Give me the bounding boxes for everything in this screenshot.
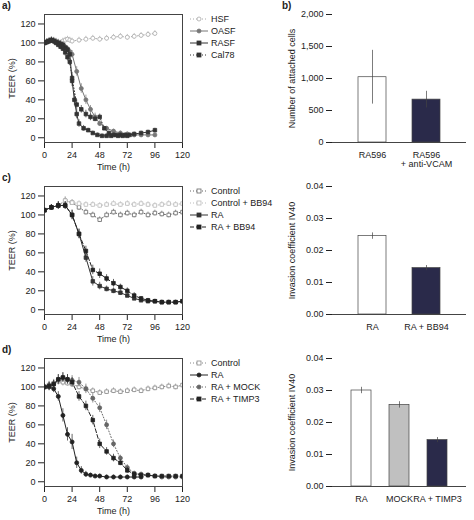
svg-text:RA + BB94: RA + BB94 [404,322,448,332]
svg-text:0: 0 [42,494,47,504]
svg-text:96: 96 [150,150,160,160]
svg-text:24: 24 [67,150,77,160]
svg-text:0: 0 [30,305,35,315]
svg-text:TEER (%): TEER (%) [7,230,17,271]
svg-text:80: 80 [25,229,35,239]
svg-text:48: 48 [95,150,105,160]
html-text:c): c) [2,172,11,183]
svg-text:20: 20 [25,286,35,296]
svg-text:100: 100 [20,38,35,48]
svg-text:120: 120 [20,191,35,201]
svg-text:MOCK: MOCK [386,494,413,504]
svg-text:RA: RA [366,322,379,332]
svg-text:0.02: 0.02 [306,245,324,255]
svg-text:Time (h): Time (h) [97,334,130,344]
svg-text:100: 100 [20,382,35,392]
svg-text:72: 72 [122,494,132,504]
svg-text:500: 500 [308,105,323,115]
html-text:HSF: HSF [211,14,229,24]
svg-text:0.03: 0.03 [306,385,324,395]
svg-text:60: 60 [25,248,35,258]
svg-text:24: 24 [67,494,77,504]
svg-text:48: 48 [95,322,105,332]
html-text:a): a) [2,0,11,11]
html-text:RA + TIMP3: RA + TIMP3 [211,394,260,404]
html-text:RA: RA [211,370,224,380]
svg-text:120: 120 [20,363,35,373]
svg-text:0.03: 0.03 [306,213,324,223]
html-text:d): d) [2,344,12,355]
svg-text:0.04: 0.04 [306,181,324,191]
svg-text:1,000: 1,000 [301,73,324,83]
svg-text:2,000: 2,000 [301,9,324,19]
svg-text:RA + TIMP3: RA + TIMP3 [413,494,462,504]
html-text:OASF: OASF [211,26,236,36]
svg-text:0.00: 0.00 [306,481,324,491]
svg-text:0.02: 0.02 [306,417,324,427]
svg-text:48: 48 [95,494,105,504]
svg-text:RA596+ anti-VCAM: RA596+ anti-VCAM [401,150,452,169]
html-text:Control + BB94: Control + BB94 [211,198,273,208]
html-text:RASF: RASF [211,38,235,48]
html-text:b): b) [282,0,292,11]
svg-text:RA596: RA596 [359,150,387,160]
svg-text:Invasion coefficient IV40: Invasion coefficient IV40 [287,202,297,299]
svg-text:72: 72 [122,322,132,332]
svg-text:120: 120 [175,494,190,504]
svg-text:20: 20 [25,114,35,124]
html-text:RA + BB94: RA + BB94 [211,222,256,232]
svg-text:RA: RA [355,494,368,504]
svg-text:100: 100 [20,210,35,220]
svg-text:120: 120 [175,322,190,332]
svg-text:0: 0 [42,150,47,160]
svg-text:0.00: 0.00 [306,309,324,319]
svg-text:0: 0 [42,322,47,332]
html-text:Control: Control [211,186,240,196]
svg-text:Invasion coefficient IV40: Invasion coefficient IV40 [287,374,297,471]
svg-text:72: 72 [122,150,132,160]
svg-text:TEER (%): TEER (%) [7,402,17,443]
svg-text:40: 40 [25,95,35,105]
svg-text:120: 120 [175,150,190,160]
svg-text:0.01: 0.01 [306,277,324,287]
svg-text:96: 96 [150,494,160,504]
svg-text:40: 40 [25,439,35,449]
svg-text:0.04: 0.04 [306,353,324,363]
svg-text:0.01: 0.01 [306,449,324,459]
svg-text:20: 20 [25,458,35,468]
svg-text:Time (h): Time (h) [97,506,130,516]
svg-text:80: 80 [25,57,35,67]
html-text:RA + MOCK: RA + MOCK [211,382,261,392]
svg-text:60: 60 [25,76,35,86]
svg-text:0: 0 [318,137,323,147]
svg-text:1,500: 1,500 [301,41,324,51]
svg-text:Number of attached cells: Number of attached cells [287,28,297,128]
svg-text:60: 60 [25,420,35,430]
svg-text:96: 96 [150,322,160,332]
svg-text:40: 40 [25,267,35,277]
svg-text:24: 24 [67,322,77,332]
svg-text:TEER (%): TEER (%) [7,58,17,99]
svg-text:Time (h): Time (h) [97,162,130,172]
svg-text:0: 0 [30,477,35,487]
html-text:RA: RA [211,210,224,220]
html-text:Cal78: Cal78 [211,50,235,60]
svg-text:0: 0 [30,133,35,143]
svg-text:80: 80 [25,401,35,411]
html-text:Control: Control [211,358,240,368]
svg-text:120: 120 [20,19,35,29]
